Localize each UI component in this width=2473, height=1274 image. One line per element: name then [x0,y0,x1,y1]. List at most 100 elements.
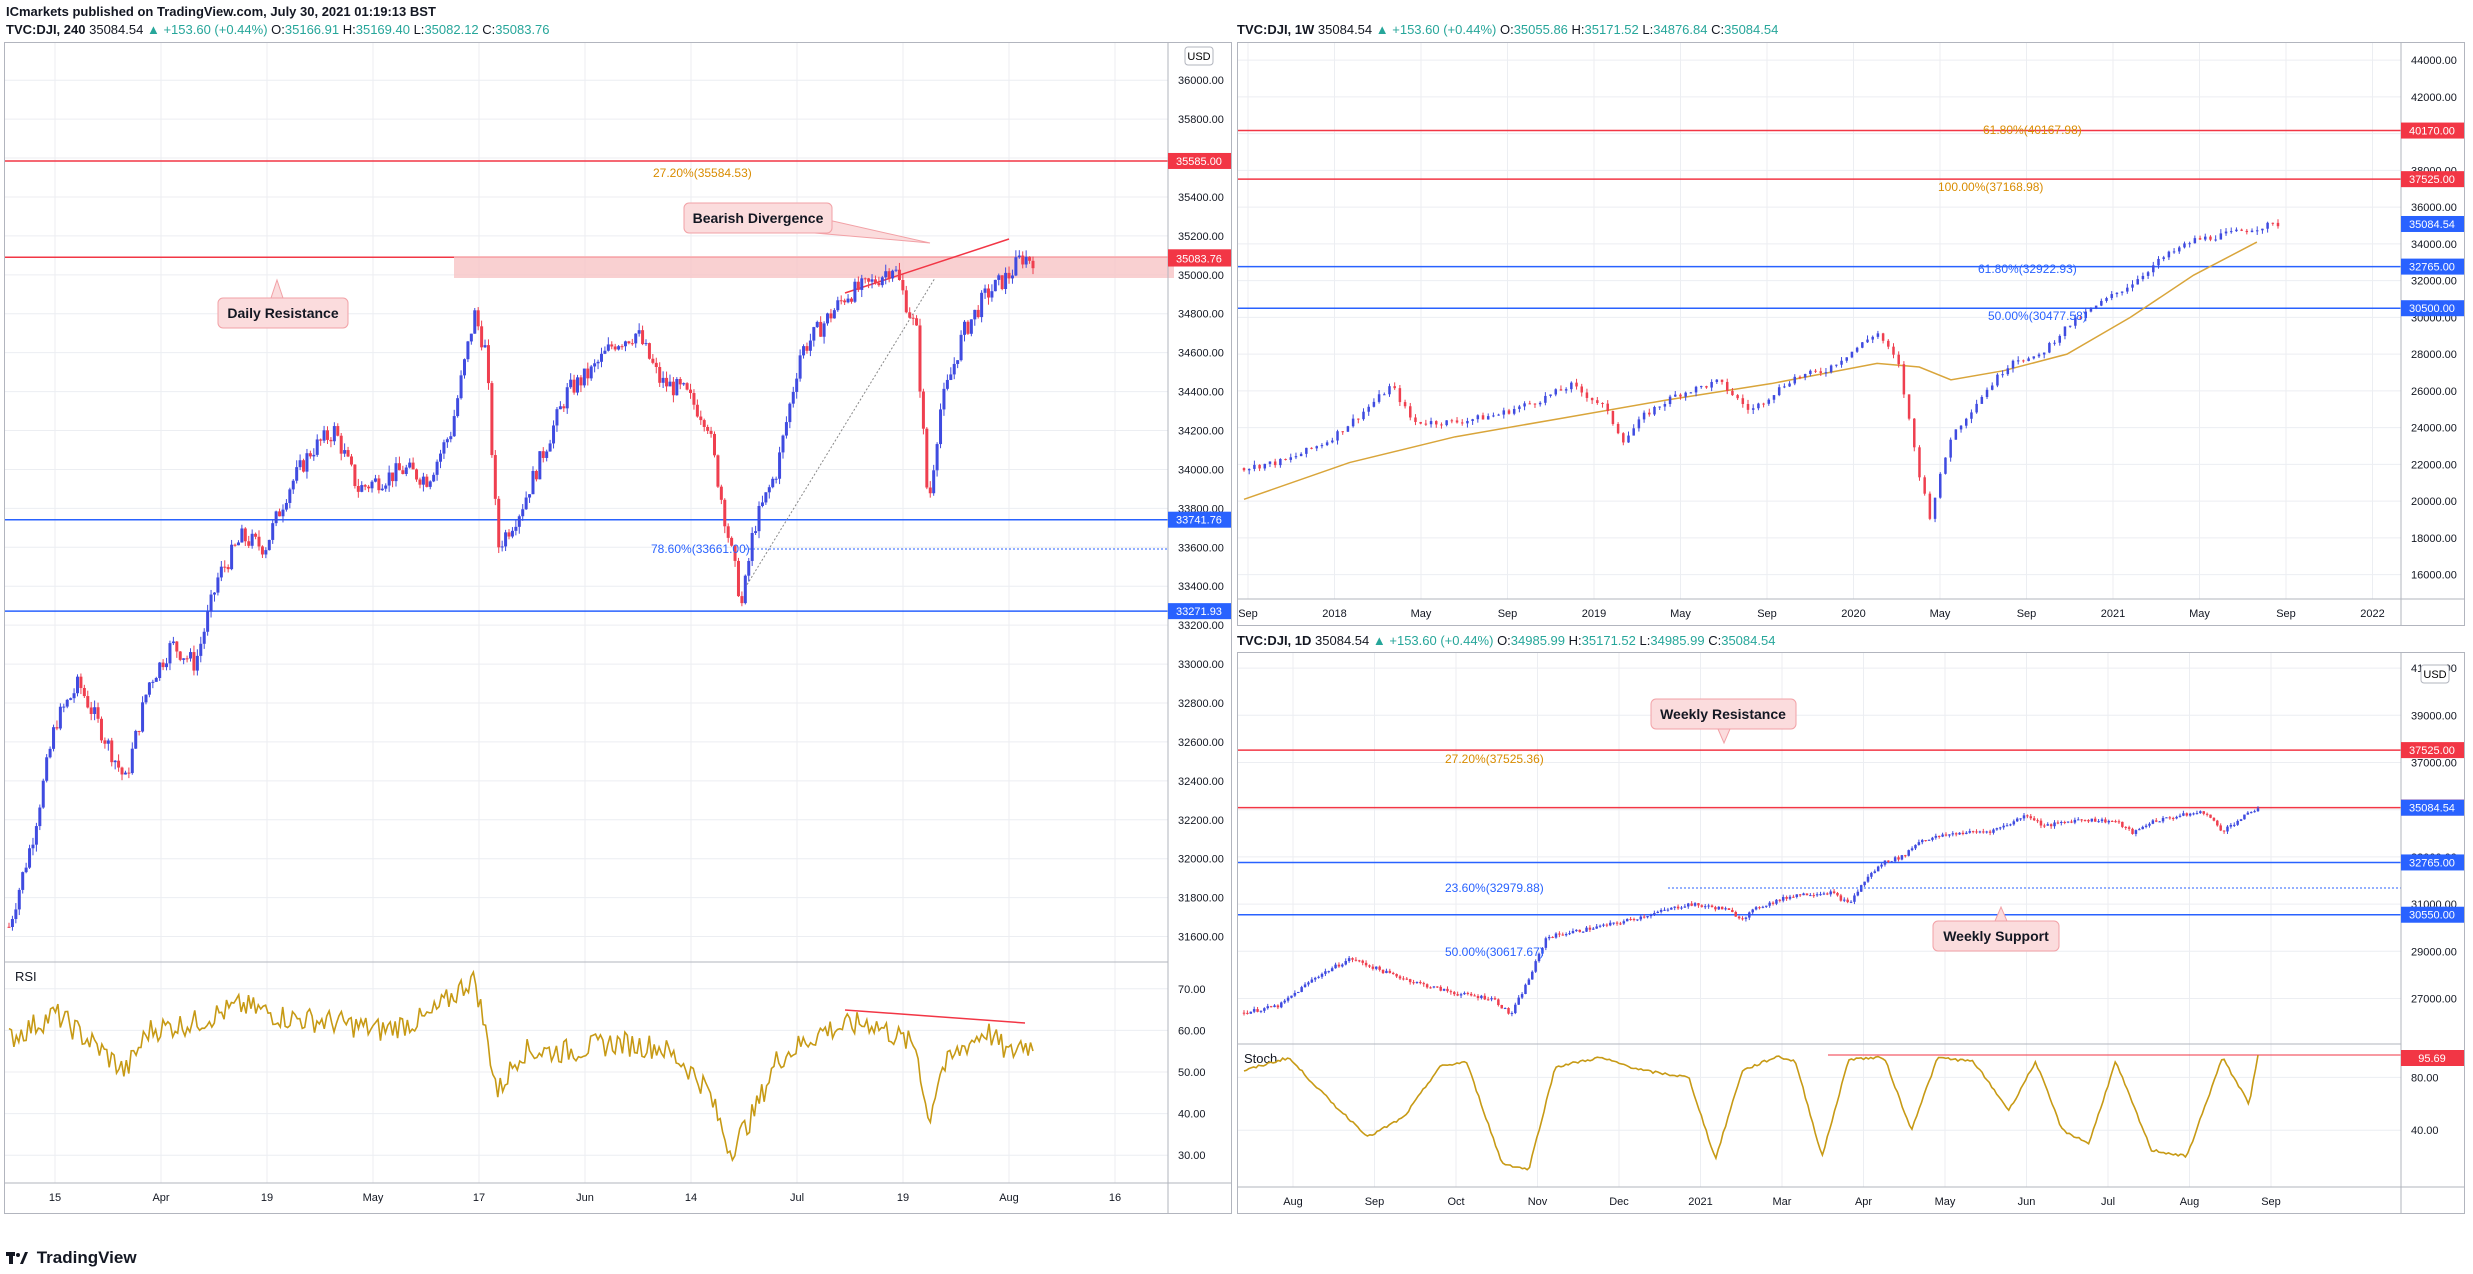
weekly-support-callout[interactable]: Weekly Support [1932,905,2060,952]
price-tag [2401,258,2464,275]
candle-body [784,422,788,436]
candle-body [185,658,189,660]
candle-body [1693,903,1697,906]
candle-body [1839,895,1843,901]
candle-body [2131,284,2134,288]
candle-body [1507,1008,1510,1014]
candle-body [750,532,754,561]
candle-body [973,309,977,320]
currency-badge-daily[interactable] [2420,664,2450,684]
candle-body [771,478,775,488]
weekly-resistance-callout[interactable]: Weekly Resistance [1650,698,1797,745]
chart-panel-weekly[interactable]: 61.80%(40167.98) 100.00%(37168.98) 61.80… [1237,42,2465,626]
candle-body [1992,829,1995,833]
x-tick-label: 16 [1109,1192,1121,1204]
daily-resistance-callout[interactable]: Daily Resistance [217,278,349,329]
candle-body [1737,916,1741,919]
candle-body [1944,457,1947,474]
candle-body [2183,243,2186,248]
candle-body [1259,1010,1263,1012]
candle-body [815,321,819,328]
candle-body [1971,831,1975,833]
candle-body [1358,960,1361,962]
candle-body [887,271,891,279]
currency-badge-left[interactable] [1184,46,1214,66]
candle-body [1619,923,1622,925]
candle-body [1253,464,1256,469]
candle-body [1934,835,1938,838]
candle-body [34,826,38,845]
candle-body [209,594,213,612]
tradingview-logo[interactable]: TradingView [6,1248,137,1268]
candle-body [932,470,936,494]
candle-body [826,313,830,324]
candle-body [1280,1002,1283,1008]
price-tag-label: 33271.93 [1176,606,1222,618]
candle-body [2068,325,2072,327]
candle-body [401,470,405,474]
candle-body [2042,352,2046,355]
candle-body [1493,998,1497,1000]
candle-body [1809,895,1812,897]
candle-body [1523,403,1526,407]
candle-body [1320,445,1324,447]
candle-body [870,279,874,282]
candle-body [1242,468,1246,471]
chart-panel-daily[interactable]: 27.20%(37525.36) 23.60%(32979.88) 50.00%… [1237,652,2465,1214]
candle-body [915,318,919,326]
candle-body [1720,906,1724,910]
candle-body [2026,815,2029,817]
candle-body [692,393,696,405]
candle-body [1419,421,1422,424]
candle-body [1351,958,1354,960]
fib-label-daily-2: 23.60%(32979.88) [1445,881,1544,895]
chart-panel-4h[interactable]: Daily Resistance Bearish Divergence 27.2… [4,42,1232,1214]
candle-body [158,662,162,679]
candle-body [52,727,56,749]
chart-daily-svg[interactable]: 27.20%(37525.36) 23.60%(32979.88) 50.00%… [1238,653,2464,1213]
candle-body [1294,456,1298,458]
candle-body [2162,257,2165,259]
candle-body [421,476,425,485]
x-tick-label: 2021 [1688,1196,1712,1208]
candle-body [319,439,323,441]
candle-body [1781,897,1785,901]
candle-body [1836,892,1839,896]
left-last: 35084.54 [89,22,144,37]
chart-4h-svg[interactable]: Daily Resistance Bearish Divergence 27.2… [5,43,1231,1213]
bearish-divergence-callout[interactable]: Bearish Divergence [683,202,931,244]
candle-body [665,377,669,387]
candle-body [65,699,69,707]
fib-label-left-2: 78.60%(33661.00) [651,542,750,556]
left-close: 35083.76 [495,22,550,37]
candle-body [476,310,480,327]
candle-body [1982,831,1985,833]
candle-body [2002,825,2005,828]
candle-body [911,317,915,319]
chart-weekly-svg[interactable]: 61.80%(40167.98) 100.00%(37168.98) 61.80… [1238,43,2464,625]
candle-body [986,288,990,298]
candle-body [1772,395,1776,400]
candle-body [48,748,52,758]
candle-body [1751,909,1754,913]
x-tick-label: 14 [685,1192,697,1204]
candle-body [1699,386,1703,388]
candle-body [1456,994,1459,996]
candle-body [1372,401,1376,407]
candle-body [1558,933,1561,935]
candle-body [1344,961,1347,965]
y-tick-label: 32000.00 [1178,854,1224,866]
candle-body [2276,222,2280,227]
candle-body [969,319,973,334]
candle-body [2148,823,2151,826]
candle-body [195,655,199,671]
candle-body [2063,822,2066,824]
candle-body [654,362,658,367]
candle-body [2032,356,2036,359]
candle-body [55,727,59,729]
candle-body [1554,389,1558,395]
candle-body [326,430,330,440]
candle-body [490,383,494,456]
candle-body [1559,389,1563,391]
candle-body [2043,825,2046,827]
